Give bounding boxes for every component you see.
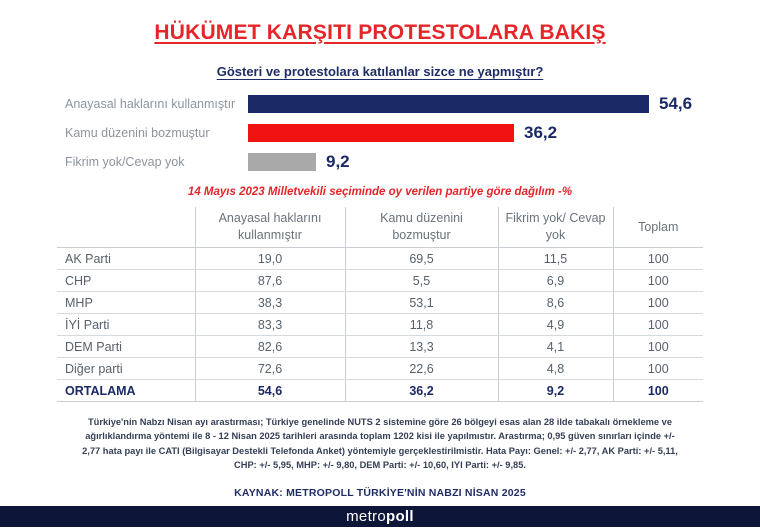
value-cell: 83,3: [194, 313, 345, 336]
value-cell: 4,9: [497, 313, 613, 336]
source-line: KAYNAK: METROPOLL TÜRKİYE'NİN NABZI NİSA…: [234, 486, 526, 499]
value-cell: 100: [612, 247, 703, 270]
value-cell: 19,0: [194, 247, 345, 270]
party-cell: ORTALAMA: [57, 379, 195, 402]
table-row: MHP 38,3 53,1 8,6 100: [57, 291, 703, 314]
party-cell: MHP: [57, 291, 195, 314]
value-cell: 87,6: [194, 269, 345, 292]
party-cell: CHP: [57, 269, 195, 292]
value-cell: 11,8: [344, 313, 498, 336]
bar-track: 36,2: [248, 123, 557, 143]
value-cell: 22,6: [344, 357, 498, 380]
value-cell: 100: [612, 291, 703, 314]
logo-text-regular: metro: [346, 508, 386, 525]
value-cell: 8,6: [497, 291, 613, 314]
party-cell: DEM Parti: [57, 335, 195, 358]
column-header: Anayasal haklarını kullanmıştır: [194, 207, 345, 248]
value-cell: 38,3: [194, 291, 345, 314]
value-cell: 4,8: [497, 357, 613, 380]
value-cell: 9,2: [497, 379, 613, 402]
column-header: [57, 207, 195, 248]
metropoll-logo: metropoll: [346, 508, 414, 525]
value-cell: 11,5: [497, 247, 613, 270]
table-row: AK Parti 19,0 69,5 11,5 100: [57, 247, 703, 270]
party-cell: İYİ Parti: [57, 313, 195, 336]
party-cell: Diğer parti: [57, 357, 195, 380]
table-header-row: Anayasal haklarını kullanmıştır Kamu düze…: [57, 207, 703, 248]
bar-track: 9,2: [248, 152, 350, 172]
bar-row: Anayasal haklarını kullanmıştır 54,6: [65, 94, 760, 114]
value-cell: 72,6: [194, 357, 345, 380]
bar-category-label: Anayasal haklarını kullanmıştır: [65, 97, 236, 111]
table-row: Diğer parti 72,6 22,6 4,8 100: [57, 357, 703, 380]
value-cell: 100: [612, 269, 703, 292]
value-cell: 13,3: [344, 335, 498, 358]
table-head: Anayasal haklarını kullanmıştır Kamu düze…: [57, 207, 703, 248]
column-header: Fikrim yok/ Cevap yok: [497, 207, 613, 248]
footer-bar: metropoll: [0, 506, 760, 527]
methodology-footnote: Türkiye'nin Nabzı Nisan ayı arastırması;…: [82, 417, 678, 471]
value-cell: 4,1: [497, 335, 613, 358]
bar-segment: [248, 124, 514, 142]
table-body: AK Parti 19,0 69,5 11,5 100 CHP 87,6 5,5 6,9 100 M…: [57, 247, 703, 402]
bar-category-label: Kamu düzenini bozmuştur: [65, 126, 210, 140]
value-cell: 5,5: [344, 269, 498, 292]
bar-row: Fikrim yok/Cevap yok 9,2: [65, 152, 760, 172]
bar-value-label: 9,2: [326, 152, 350, 171]
logo-text-bold: poll: [385, 508, 414, 525]
column-header: Toplam: [612, 207, 703, 248]
page-title: HÜKÜMET KARŞITI PROTESTOLARA BAKIŞ: [154, 21, 606, 44]
value-cell: 53,1: [344, 291, 498, 314]
value-cell: 54,6: [194, 379, 345, 402]
table-row: DEM Parti 82,6 13,3 4,1 100: [57, 335, 703, 358]
value-cell: 100: [612, 379, 703, 402]
table-row: CHP 87,6 5,5 6,9 100: [57, 269, 703, 292]
bar-segment: [248, 153, 316, 171]
value-cell: 100: [612, 335, 703, 358]
survey-question: Gösteri ve protestolara katılanlar sizce…: [216, 64, 544, 79]
table-heading: 14 Mayıs 2023 Milletvekili seçiminde oy …: [187, 186, 573, 198]
bar-track: 54,6: [248, 94, 692, 114]
party-cell: AK Parti: [57, 247, 195, 270]
table-row: ORTALAMA 54,6 36,2 9,2 100: [57, 379, 703, 402]
horizontal-bar-chart: Anayasal haklarını kullanmıştır 54,6 Kamu …: [65, 94, 760, 172]
value-cell: 82,6: [194, 335, 345, 358]
bar-segment: [248, 95, 649, 113]
bar-category-label: Fikrim yok/Cevap yok: [65, 155, 185, 169]
value-cell: 69,5: [344, 247, 498, 270]
value-cell: 100: [612, 313, 703, 336]
bar-value-label: 36,2: [524, 123, 558, 142]
results-table: Anayasal haklarını kullanmıştır Kamu düze…: [57, 207, 703, 402]
value-cell: 6,9: [497, 269, 613, 292]
column-header: Kamu düzenini bozmuştur: [344, 207, 498, 248]
bar-row: Kamu düzenini bozmuştur 36,2: [65, 123, 760, 143]
value-cell: 36,2: [344, 379, 498, 402]
value-cell: 100: [612, 357, 703, 380]
bar-value-label: 54,6: [659, 94, 693, 113]
table-row: İYİ Parti 83,3 11,8 4,9 100: [57, 313, 703, 336]
